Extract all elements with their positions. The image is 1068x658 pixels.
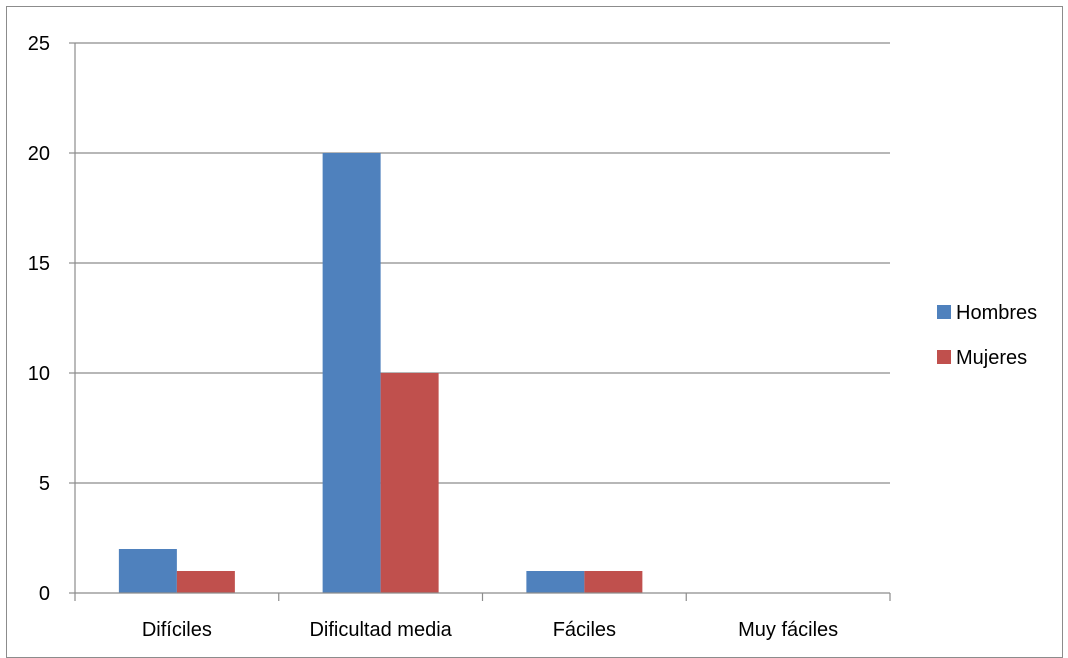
bar-hombres: [118, 549, 177, 593]
x-tick-label: Dificultad media: [309, 619, 452, 641]
bar-mujeres: [584, 571, 643, 593]
bars: [118, 153, 643, 593]
x-tick-label: Muy fáciles: [738, 619, 838, 641]
legend-label: Mujeres: [956, 347, 1027, 369]
y-tick-label: 10: [28, 363, 50, 385]
axes: [69, 42, 891, 601]
chart-frame: [6, 6, 1063, 658]
y-tick-label: 5: [39, 473, 50, 495]
gridlines: [75, 42, 890, 484]
legend-swatch-hombres: [937, 305, 951, 319]
y-tick-label: 15: [28, 253, 50, 275]
tick-labels: 0 5 10 15 20 25 Difíciles Dificultad media Fácil…: [28, 33, 838, 641]
y-tick-label: 25: [28, 33, 50, 55]
legend: Hombres Mujeres: [937, 302, 1037, 369]
y-tick-label: 20: [28, 143, 50, 165]
bar-mujeres: [176, 571, 235, 593]
bar-hombres: [526, 571, 585, 593]
x-tick-label: Difíciles: [142, 619, 212, 641]
bar-mujeres: [380, 373, 439, 593]
legend-label: Hombres: [956, 302, 1037, 324]
y-tick-label: 0: [39, 583, 50, 605]
legend-swatch-mujeres: [937, 350, 951, 364]
bar-hombres: [322, 153, 381, 593]
x-tick-label: Fáciles: [553, 619, 616, 641]
